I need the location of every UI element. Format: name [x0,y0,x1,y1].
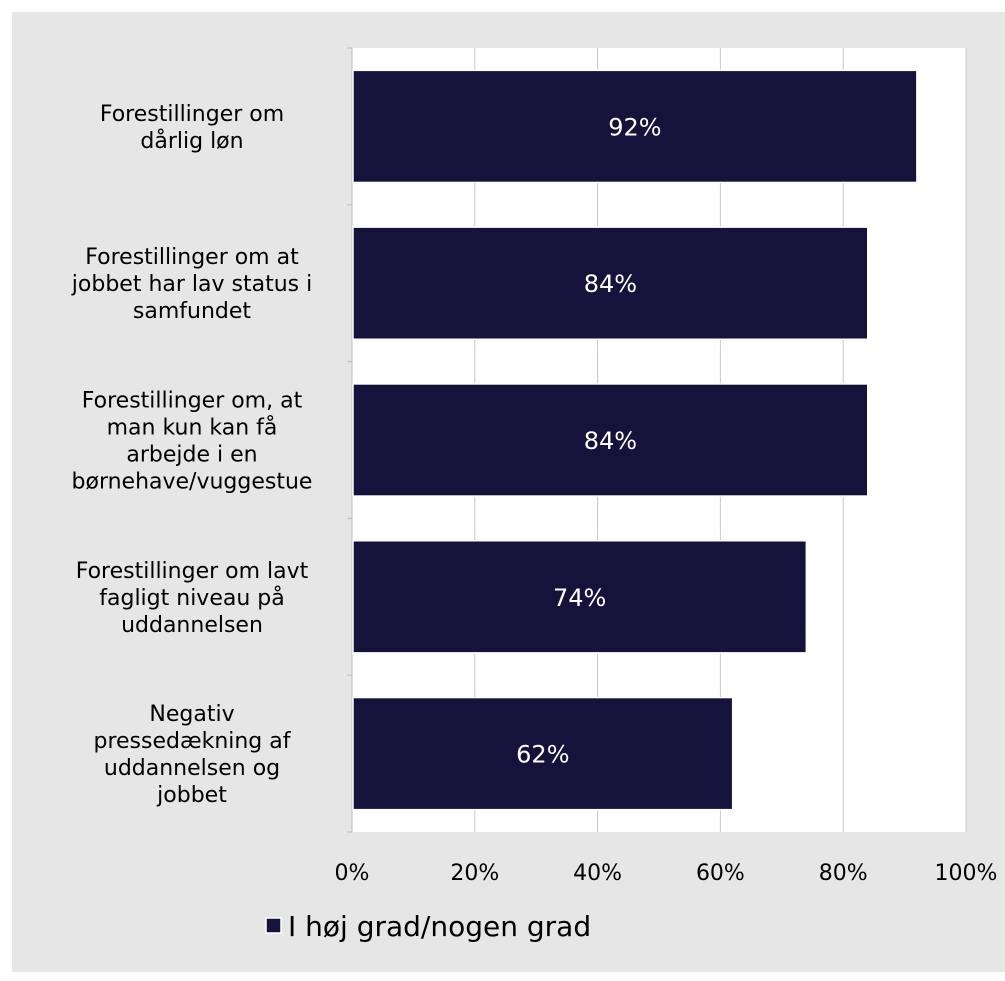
bar-1 [352,226,869,341]
bar-2 [352,383,869,497]
x-tick-label-4: 80% [819,861,868,886]
category-label-1-line-0: Forestillinger om at [85,245,299,270]
x-tick-label-1: 20% [450,861,499,886]
bar-value-label-2: 84% [584,427,637,455]
x-tick-label-2: 40% [573,861,622,886]
bar-3 [352,539,808,654]
category-label-3-line-2: uddannelsen [121,613,263,638]
category-label-1-line-1: jobbet har lav status i [71,272,312,297]
bar-0 [352,69,918,184]
bar-value-label-4: 62% [516,741,569,769]
x-tick-label-5: 100% [935,861,998,886]
bar-value-label-1: 84% [584,270,637,298]
category-label-4-line-1: pressedækning af [93,729,291,754]
category-label-2-line-0: Forestillinger om, at [82,389,303,414]
bar-value-label-0: 92% [608,113,661,141]
category-label-4-line-2: uddannelsen og [104,756,280,781]
category-label-0-line-1: dårlig løn [140,128,243,154]
chart-area: 92% Forestillinger om dårlig løn 84% Foresti… [12,12,1005,972]
category-label-1-line-2: samfundet [133,299,252,324]
x-tick-label-0: 0% [335,861,370,886]
legend: I høj grad/nogen grad [265,910,591,943]
bar-chart: 92% Forestillinger om dårlig løn 84% Foresti… [71,47,998,943]
category-label-1: Forestillinger om at jobbet har lav statu… [71,245,312,324]
category-label-2: Forestillinger om, at man kun kan få arbej… [72,389,313,495]
legend-swatch [265,917,282,934]
category-label-3-line-1: fagligt niveau på [99,585,284,611]
bar-4 [352,696,734,811]
category-label-4-line-3: jobbet [156,783,227,808]
category-label-3-line-0: Forestillinger om lavt [76,559,309,584]
category-label-0-line-0: Forestillinger om [100,102,284,127]
legend-label: I høj grad/nogen grad [288,910,591,943]
x-tick-label-3: 60% [696,861,745,886]
category-label-2-line-3: børnehave/vuggestue [72,470,313,495]
category-label-2-line-1: man kun kan få [107,415,278,441]
plot-area: 92% Forestillinger om dårlig løn 84% Foresti… [71,47,998,886]
category-label-4-line-0: Negativ [149,702,234,727]
category-label-0: Forestillinger om dårlig løn [100,102,284,154]
category-label-3: Forestillinger om lavt fagligt niveau på u… [76,559,309,638]
bar-value-label-3: 74% [553,584,606,612]
category-label-4: Negativ pressedækning af uddannelsen og job… [93,702,291,808]
category-label-2-line-2: arbejde i en [126,443,257,468]
